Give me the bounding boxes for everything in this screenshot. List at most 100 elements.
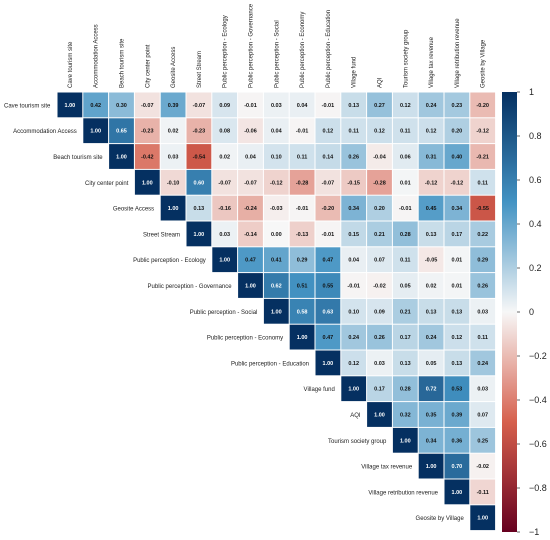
heatmap-cell [444,453,470,479]
heatmap-cell [392,118,418,144]
heatmap-cell [392,92,418,118]
heatmap-cell [341,92,367,118]
cell-value-label: 0.72 [426,387,437,393]
cell-value-label: 0.20 [374,206,385,212]
cell-value-label: -0.07 [244,180,257,186]
cell-value-label: -0.07 [193,103,206,109]
heatmap-cell [186,92,212,118]
heatmap-cell [315,324,341,350]
cell-value-label: 0.09 [219,103,230,109]
heatmap-cell [263,92,289,118]
colorbar-gradient [502,92,517,532]
heatmap-cell [444,427,470,453]
cell-value-label: 1.00 [219,258,230,264]
cell-value-label: 0.28 [400,232,411,238]
heatmap-cell [263,118,289,144]
cell-value-label: 0.05 [426,361,437,367]
cell-value-label: 0.15 [348,232,359,238]
cell-value-label: 0.30 [116,103,127,109]
cell-value-label: -0.16 [218,206,231,212]
row-label-village-tax-revenue: Village tax revenue [361,465,413,471]
cell-value-label: 0.13 [452,361,463,367]
heatmap-cell [367,247,392,273]
colorbar-ticks: 1 0.8 0.6 0.4 0.2 0 −0.2 −0.4 −0.6 −0.8 −1 [517,87,547,537]
heatmap-cell [470,298,496,324]
heatmap-cell [186,144,212,169]
heatmap-cell [392,350,418,376]
heatmap-cell [315,221,341,247]
heatmap-cell [238,144,263,169]
cell-value-label: -0.01 [296,206,309,212]
heatmap-cell [289,118,315,144]
cell-value-label: 0.17 [452,232,463,238]
column-label-geosite-access: Geosite Access [171,47,177,88]
heatmap-cell [444,273,470,298]
heatmap-cell [315,169,341,195]
cell-value-label: 0.11 [297,155,307,161]
cell-value-label: 0.11 [348,129,358,135]
cell-value-label: 0.14 [323,155,335,161]
cell-value-label: -0.07 [141,103,154,109]
heatmap-cell [470,402,496,427]
cell-value-label: -0.21 [476,155,489,161]
heatmap-cell [212,169,238,195]
cell-value-label: 0.39 [168,103,179,109]
heatmap-cell [341,350,367,376]
heatmap-cell [57,92,83,118]
colorbar-tick-label: −0.8 [529,483,547,493]
heatmap-cell [444,479,470,505]
cell-value-label: 0.55 [323,284,334,290]
cell-value-label: 0.03 [477,309,488,315]
cell-value-label: 0.23 [452,103,463,109]
heatmap-cell [341,324,367,350]
colorbar-tick-label: 0.6 [529,175,542,185]
heatmap-cell [315,247,341,273]
cell-value-label: 1.00 [400,438,411,444]
column-label-beach-tourism-site: Beach tourism site [120,38,126,88]
heatmap-cell [212,247,238,273]
heatmap-cell [418,195,444,221]
cell-value-label: 0.01 [452,258,463,264]
heatmap-cell [418,169,444,195]
cell-value-label: 0.12 [323,129,334,135]
heatmap-cell [392,169,418,195]
cell-value-label: 0.22 [477,232,488,238]
heatmap-cell [263,298,289,324]
heatmap-cell [238,118,263,144]
row-label-public-perception-ecology: Public perception - Ecology [133,258,206,264]
cell-value-label: -0.10 [167,180,180,186]
heatmap-cell [470,427,496,453]
heatmap-cell [134,169,160,195]
cell-value-label: -0.04 [373,155,386,161]
heatmap-cell [418,324,444,350]
cell-value-label: 0.32 [400,413,411,419]
heatmap-cell [392,298,418,324]
cell-value-label: 1.00 [90,129,101,135]
cell-value-label: 0.03 [374,361,385,367]
cell-value-label: 1.00 [194,232,205,238]
heatmap-cell [289,92,315,118]
colorbar-tick-label: 0.4 [529,219,542,229]
heatmap-cell [470,118,496,144]
cell-value-label: 0.13 [400,361,411,367]
heatmap-cell [341,118,367,144]
row-label-street-stream: Street Stream [143,232,180,238]
heatmap-cell [367,92,392,118]
cell-value-label: 0.01 [452,284,463,290]
cell-value-label: 0.07 [374,258,385,264]
heatmap-cell [109,118,134,144]
heatmap-cell [444,144,470,169]
heatmap-cell [367,298,392,324]
row-label-public-perception-social: Public perception - Social [190,310,258,316]
heatmap-cell [418,273,444,298]
cell-value-label: 0.02 [426,284,437,290]
cell-value-label: 1.00 [168,206,179,212]
heatmap-cell [444,298,470,324]
cell-value-label: -0.01 [296,129,309,135]
column-label-tourism-society-group: Tourism society group [403,29,409,88]
cell-value-label: 0.24 [426,335,438,341]
cell-value-label: 0.24 [348,335,360,341]
cell-value-label: 0.10 [348,309,359,315]
cell-value-label: -0.05 [425,258,438,264]
row-label-beach-tourism-site: Beach tourism site [53,155,103,161]
